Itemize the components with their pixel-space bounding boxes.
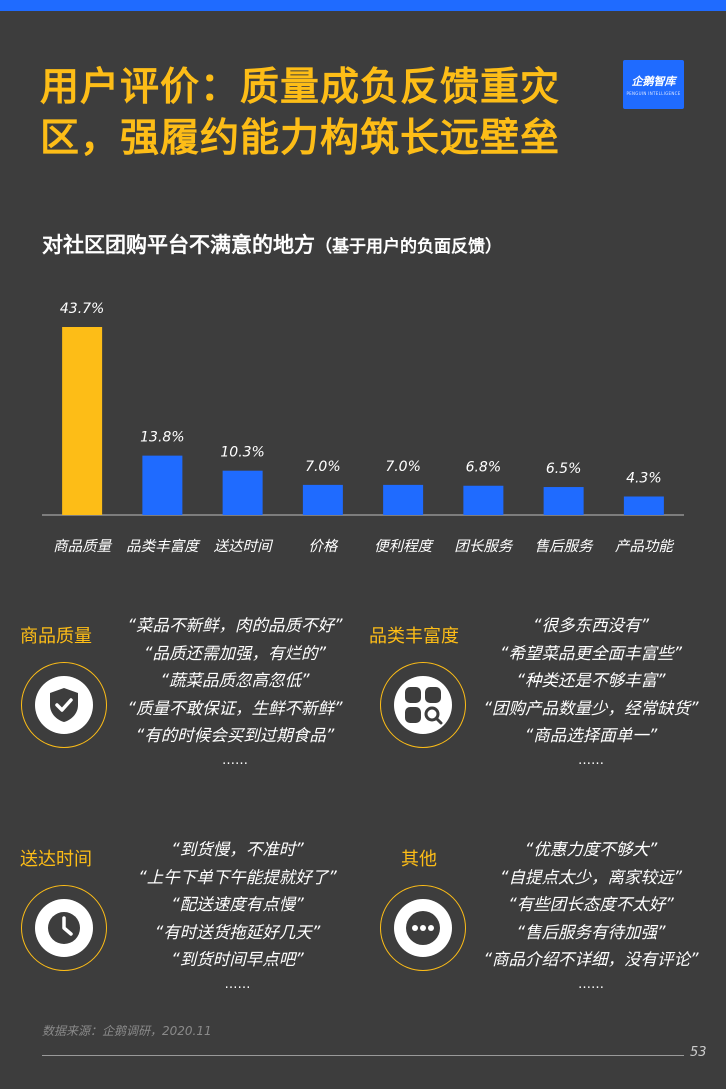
quote: “优惠力度不够大”: [524, 840, 658, 859]
bar-5: [463, 485, 504, 515]
quote: “售后服务有待加强”: [516, 922, 666, 942]
quote-ellipsis: ……: [578, 752, 604, 768]
bar-7: [623, 496, 664, 515]
quotes-quality: “菜品不新鲜，肉的品质不好” “品质还需加强，有烂的” “蔬菜品质忽高忽低” “…: [110, 612, 360, 772]
quote: “配送速度有点慢”: [171, 895, 304, 914]
quote: “品质还需加强，有烂的”: [143, 643, 327, 663]
quote: “有些团长态度不太好”: [508, 895, 674, 914]
category-title-delivery: 送达时间: [20, 849, 92, 870]
chart-title-note: （基于用户的负面反馈）: [315, 237, 502, 257]
quote: “有时送货拖延好几天”: [154, 922, 321, 942]
chart-title: 对社区团购平台不满意的地方（基于用户的负面反馈）: [42, 229, 502, 259]
page-title-line-1: 用户评价：质量成负反馈重灾: [40, 65, 561, 110]
shield-check-icon: [35, 676, 93, 734]
quote: “很多东西没有”: [532, 616, 650, 635]
quote-ellipsis: ……: [578, 976, 604, 992]
data-label-3: 7.0%: [305, 459, 341, 475]
logo-subtext: PENGUIN INTELLIGENCE: [626, 91, 681, 96]
bar-0: [62, 327, 103, 515]
data-label-0: 43.7%: [60, 301, 104, 317]
data-source: 数据来源：企鹅调研，2020.11: [42, 1024, 212, 1038]
clock-icon: [35, 899, 93, 957]
page-title: 用户评价：质量成负反馈重灾 区，强履约能力构筑长远壁垒: [40, 62, 610, 164]
x-tick-label-1: 品类丰富度: [126, 538, 201, 555]
quotes-other: “优惠力度不够大” “自提点太少，离家较远” “有些团长态度不太好” “售后服务…: [462, 836, 720, 996]
bar-2: [222, 470, 263, 515]
bar-6: [543, 487, 584, 515]
data-label-7: 4.3%: [626, 471, 662, 487]
x-tick-label-4: 便利程度: [374, 538, 434, 555]
logo-text: 企鹅智库: [631, 75, 676, 88]
quote-ellipsis: ……: [224, 976, 251, 992]
quote: “菜品不新鲜，肉的品质不好”: [127, 616, 343, 635]
bar-4: [383, 484, 424, 515]
quotes-variety: “很多东西没有” “希望菜品更全面丰富些” “种类还是不够丰富” “团购产品数量…: [462, 612, 720, 772]
data-label-2: 10.3%: [220, 445, 264, 461]
data-label-1: 13.8%: [140, 430, 184, 446]
x-tick-label-3: 价格: [308, 538, 338, 555]
bar-chart: 43.7% 商品质量 13.8% 品类丰富度 10.3% 送达时间 7.0% 价格 7.0% 便利…: [42, 301, 684, 555]
category-title-variety: 品类丰富度: [369, 626, 459, 647]
category-icon-ring-delivery: [21, 885, 107, 971]
bar-3: [302, 484, 343, 515]
quote: “自提点太少，离家较远”: [499, 867, 683, 887]
top-accent-bar: [0, 0, 726, 11]
quote: “上午下单下午能提就好了”: [138, 867, 337, 887]
quotes-delivery: “到货慢，不准时” “上午下单下午能提就好了” “配送速度有点慢” “有时送货拖…: [115, 836, 360, 996]
category-icon-ring-other: [380, 885, 466, 971]
footer-divider: [42, 1055, 684, 1056]
quote: “希望菜品更全面丰富些”: [499, 643, 683, 663]
chart-title-main: 对社区团购平台不满意的地方: [42, 233, 315, 257]
data-label-6: 6.5%: [546, 461, 582, 477]
x-tick-label-6: 售后服务: [535, 538, 594, 555]
category-title-other: 其他: [401, 849, 437, 870]
page-number: 53: [690, 1045, 707, 1060]
data-label-5: 6.8%: [466, 460, 502, 476]
quote: “团购产品数量少，经常缺货”: [483, 698, 699, 718]
bar-1: [142, 455, 183, 515]
quote: “种类还是不够丰富”: [516, 671, 666, 690]
category-title-quality: 商品质量: [20, 626, 92, 647]
quote: “蔬菜品质忽高忽低”: [160, 671, 310, 690]
grid-search-icon: [394, 676, 452, 734]
quote: “有的时候会买到过期食品”: [135, 726, 335, 745]
x-tick-label-5: 团长服务: [454, 538, 513, 555]
category-icon-ring-quality: [21, 662, 107, 748]
quote: “质量不敢保证，生鲜不新鲜”: [127, 698, 343, 718]
x-tick-label-0: 商品质量: [53, 538, 112, 555]
category-icon-ring-variety: [380, 662, 466, 748]
quote: “商品选择面单一”: [524, 726, 658, 745]
brand-logo: 企鹅智库 PENGUIN INTELLIGENCE: [623, 60, 684, 109]
quote: “到货时间早点吧”: [171, 950, 304, 969]
page-title-line-2: 区，强履约能力构筑长远壁垒: [40, 116, 561, 161]
x-tick-label-2: 送达时间: [214, 538, 274, 555]
more-dots-icon: [394, 899, 452, 957]
quote: “到货慢，不准时”: [171, 840, 304, 859]
x-tick-label-7: 产品功能: [615, 538, 674, 555]
quote: “商品介绍不详细，没有评论”: [483, 950, 699, 969]
data-label-4: 7.0%: [385, 459, 421, 475]
quote-ellipsis: ……: [222, 752, 248, 768]
